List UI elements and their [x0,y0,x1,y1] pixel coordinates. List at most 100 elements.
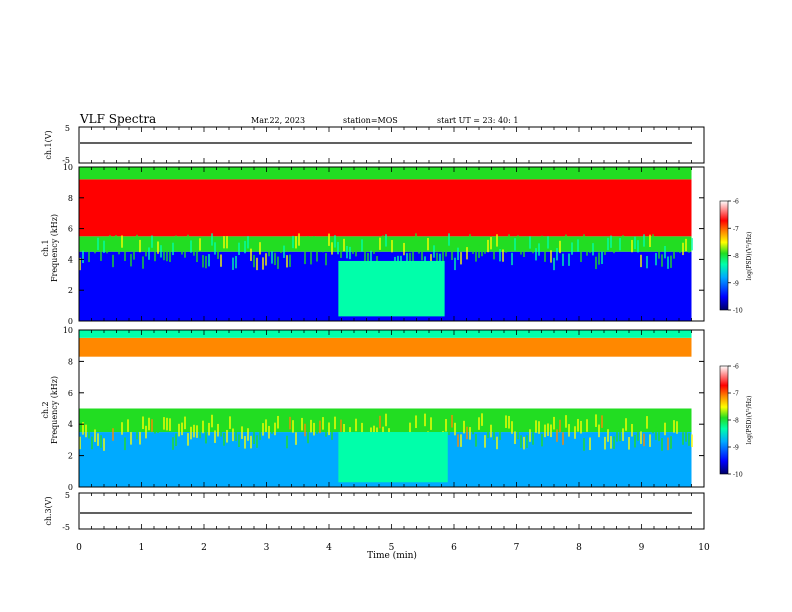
spectral-streak [310,252,312,265]
spectral-streak [265,419,267,432]
spectral-streak [145,244,147,257]
spectral-streak [658,246,660,259]
spectral-streak [556,429,558,442]
spectral-streak [229,239,231,252]
spectral-streak [487,239,489,253]
spectral-streak [592,243,594,256]
spectral-streak [433,418,435,432]
spectral-streak [616,429,618,442]
time-tick-label: 3 [264,543,270,553]
spectral-streak [343,238,345,252]
spectral-streak [553,257,555,271]
time-tick-label: 9 [639,543,645,553]
spectral-streak [538,243,540,256]
spectral-streak [415,233,417,246]
spectral-streak [82,422,84,435]
spectral-streak [181,242,183,255]
spectral-streak [619,428,621,442]
spectral-streak [661,254,663,267]
spectral-streak [214,242,216,255]
spectral-streak [106,416,108,430]
spectral-streak [679,240,681,253]
spectral-streak [313,236,315,249]
spectral-streak [586,419,588,432]
spectral-streak [355,418,357,432]
spectral-streak [343,423,345,437]
spectral-band [79,330,692,338]
spectral-streak [691,238,693,251]
spectral-streak [259,427,261,440]
spectral-streak [208,254,210,267]
spectral-streak [682,242,684,256]
spectral-streak [625,237,627,250]
spectral-streak [445,418,447,432]
spectral-streak [682,432,684,445]
spectral-streak [232,428,234,442]
frequency-tick-label: 2 [68,286,73,295]
spectral-streak [193,243,195,256]
spectral-streak [109,235,111,248]
spectral-streak [118,241,120,255]
spectral-streak [460,252,462,265]
spectral-streak [532,240,534,254]
spectral-streak [325,252,327,266]
colorbar-ch2-label: log(PSD)(V²/Hz) [746,396,753,445]
spectral-streak [634,236,636,250]
spectral-streak [112,254,114,268]
spectral-streak [136,426,138,440]
spectral-streak [202,420,204,434]
spectral-streak [172,242,174,256]
spectral-streak [331,242,333,255]
spectral-streak [400,421,402,435]
spectral-streak [631,239,633,253]
spectral-streak [622,235,624,248]
colorbar-tick-label: -7 [733,226,739,233]
spectral-streak [364,250,366,263]
spectral-streak [133,247,135,260]
spectral-streak [484,435,486,448]
spectral-streak [535,420,537,433]
spectral-streak [256,257,258,271]
spectral-streak [223,433,225,446]
spectral-streak [277,256,279,269]
spectral-streak [592,415,594,428]
colorbar-tick-label: -9 [733,445,739,452]
spectral-streak [196,425,198,438]
spectral-streak [421,248,423,261]
spectral-streak [430,417,432,430]
spectral-streak [91,239,93,252]
spectral-streak [130,254,132,267]
spectral-streak [154,248,156,262]
spectral-streak [517,426,519,440]
spectral-streak [187,234,189,248]
spectral-streak [196,249,198,263]
spectral-streak [514,238,516,251]
time-tick-label: 4 [326,543,332,553]
spectral-streak [340,419,342,433]
frequency-tick-label: 8 [68,194,73,203]
spectral-streak [280,240,282,253]
spectral-streak [205,255,207,269]
spectral-streak [385,234,387,247]
spectral-streak [211,414,213,428]
spectral-streak [250,248,252,261]
spectral-streak [607,429,609,442]
spectral-streak [331,427,333,440]
spectral-streak [271,251,273,264]
spectral-streak [541,433,543,447]
colorbar-ch2-gradient [719,365,729,475]
spectral-streak [643,234,645,247]
spectral-streak [598,252,600,265]
time-tick-label: 8 [576,543,582,553]
spectral-streak [127,419,129,432]
spectral-streak [517,235,519,248]
spectral-streak [151,235,153,248]
spectral-streak [562,432,564,445]
spectral-streak [679,414,681,428]
spectral-streak [100,435,102,448]
spectral-streak [562,253,564,266]
spectral-streak [649,234,651,248]
spectrogram-ch2-ylabel: Frequency (kHz) [50,376,59,444]
spectral-streak [169,418,171,431]
